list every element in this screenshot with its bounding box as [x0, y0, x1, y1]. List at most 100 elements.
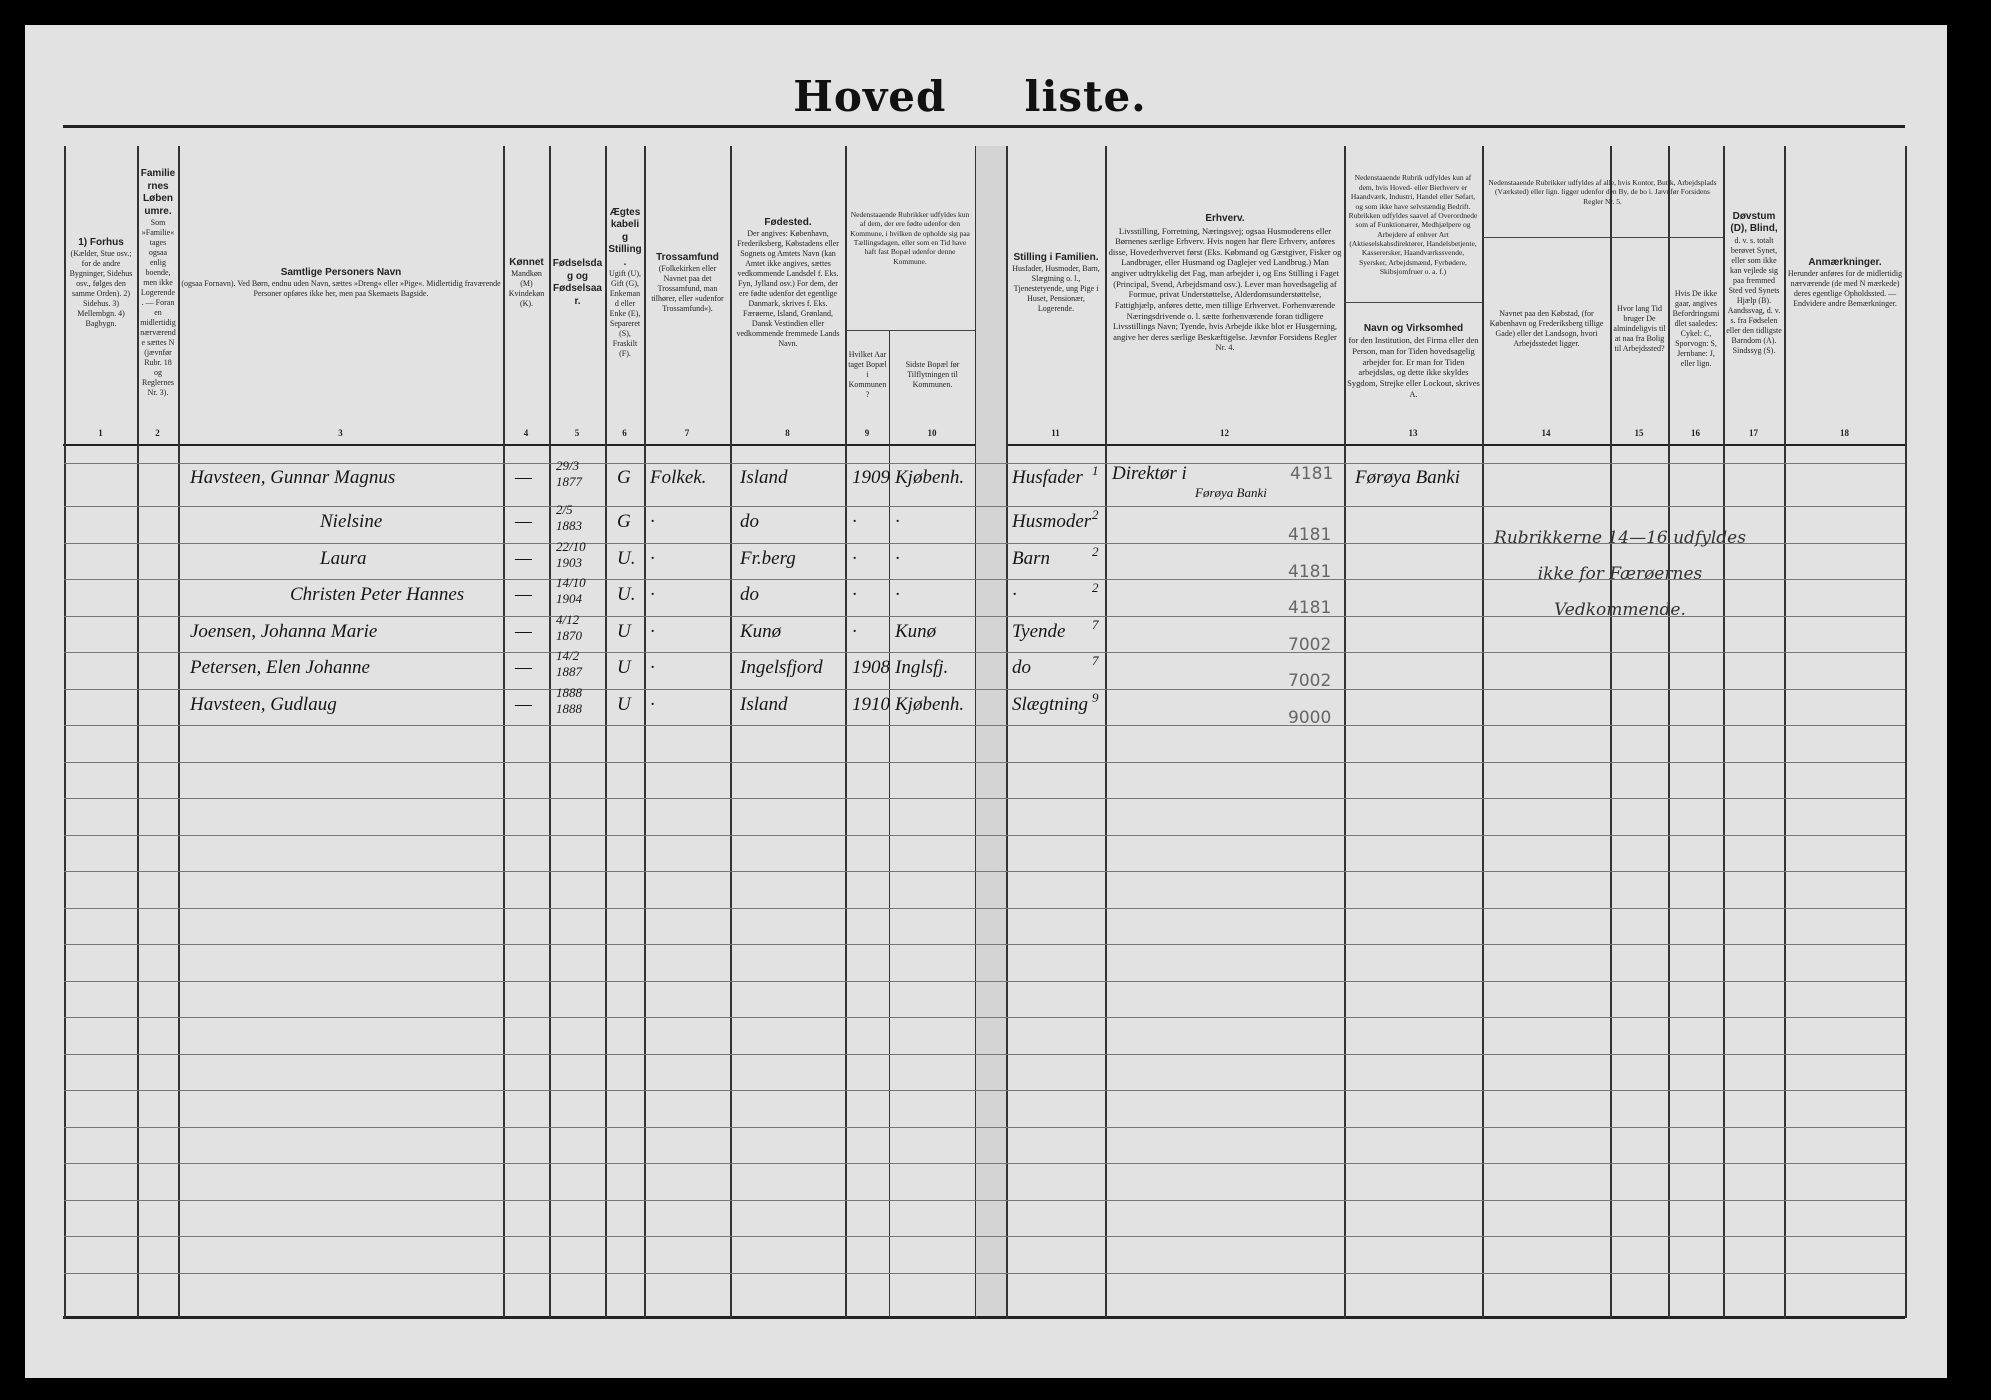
- column-number: 6: [622, 428, 627, 438]
- column-line: [1610, 146, 1612, 1318]
- entry-name: Christen Peter Hannes: [290, 584, 465, 605]
- column-header-title: Ægteskabelig Stilling.: [608, 206, 642, 268]
- row-line: [64, 542, 1905, 544]
- column-header-12: Erhverv. Livsstilling, Forretning, Næring…: [1106, 146, 1344, 420]
- entry-birthplace: do: [740, 584, 759, 605]
- entry-fam-code: 7: [1092, 616, 1099, 632]
- column-header-title: Samtlige Personers Navn: [280, 266, 402, 278]
- column-line: [1610, 237, 1611, 1318]
- entry-status: G: [617, 467, 631, 488]
- entry-fam-code: 2: [1092, 580, 1099, 595]
- entry-sex: —: [515, 547, 532, 569]
- entry-year: 1910: [852, 693, 890, 715]
- column-header-5: Fødselsdag og Fødselsaar.: [550, 146, 605, 420]
- entry-name: Petersen, Elen Johanne: [190, 657, 370, 678]
- entry-birthplace: do: [740, 511, 759, 532]
- column-number: 12: [1220, 428, 1229, 438]
- row-line: [64, 944, 1905, 945]
- column-header-instructions: Hvis De ikke gaar, angives Befordringsmi…: [1672, 288, 1720, 368]
- entry-family: Barn: [1012, 547, 1050, 569]
- row-line: [64, 615, 1905, 617]
- entry-fam-code: 1: [1092, 463, 1099, 478]
- entry-occ-code: 4181: [1288, 598, 1332, 618]
- column-number: 9: [864, 428, 870, 438]
- column-header-title: Erhverv.: [1205, 213, 1245, 224]
- column-header-16: Hvis De ikke gaar, angives Befordringsmi…: [1669, 237, 1723, 420]
- entry-sex: —: [515, 584, 532, 605]
- column-number: 13: [1408, 428, 1418, 438]
- column-number: 1: [98, 428, 103, 438]
- row-line: [64, 1236, 1905, 1237]
- entry-fam-code: 9: [1092, 689, 1099, 705]
- entry-occ-code: 4181: [1290, 464, 1334, 484]
- column-number: 8: [785, 428, 790, 438]
- entry-prior: ·: [895, 584, 900, 605]
- column-header-title: Trossamfund: [656, 251, 719, 263]
- sub-header-line: [845, 330, 975, 331]
- entry-birthplace: Island: [740, 467, 788, 488]
- entry-byear: 1904: [556, 591, 582, 606]
- entry-sex: —: [515, 467, 532, 488]
- column-header-15: Hvor lang Tid bruger De almindeligvis ti…: [1611, 237, 1668, 420]
- entry-family: Husmoder: [1012, 511, 1092, 532]
- entry-bday: 1888: [556, 684, 582, 700]
- entry-byear: 1888: [556, 700, 582, 716]
- column-line: [605, 146, 607, 1318]
- column-header-1: 1) Forhus (Kælder, Stue osv.; for de andr…: [65, 146, 137, 420]
- column-header-14: Navnet paa den Købstad, (for København o…: [1483, 237, 1610, 420]
- entry-status: U: [617, 620, 631, 642]
- column-number: 3: [338, 428, 343, 438]
- row-line: [64, 1126, 1905, 1128]
- entry-occ-code: 4181: [1288, 561, 1332, 582]
- row-line: [64, 834, 1905, 836]
- entry-name: Nielsine: [320, 511, 383, 532]
- column-header-instructions: (ogsaa Fornavn). Ved Børn, endnu uden Na…: [181, 279, 501, 299]
- handwritten-note: Rubrikkerne 14—16 udfyldes ikke for Færø…: [1494, 528, 1746, 620]
- entry-year: 1909: [852, 467, 890, 488]
- entry-prior: Inglsfj.: [895, 657, 949, 678]
- entry-prior: ·: [895, 547, 900, 569]
- entry-prior: Kjøbenh.: [895, 467, 965, 488]
- entry-faith: ·: [650, 511, 655, 532]
- column-line: [137, 146, 139, 1318]
- sub-header-line: [1344, 302, 1482, 303]
- column-header-title: Familiernes Løbenumre.: [140, 168, 176, 217]
- entry-status: U: [617, 693, 631, 715]
- entry-family: Husfader: [1012, 467, 1083, 488]
- column-header-instructions: Hvilket Aar taget Bopæl i Kommunen?: [848, 350, 887, 399]
- row-line: [64, 1090, 1905, 1091]
- column-number: 2: [155, 428, 160, 438]
- entry-fam-code: 2: [1092, 507, 1099, 522]
- entry-occupation2: Førøya Banki: [1195, 485, 1267, 500]
- entry-bday: 14/10: [556, 575, 586, 590]
- column-header-title: Anmærkninger.: [1808, 256, 1882, 268]
- column-number: 10: [927, 428, 937, 438]
- entry-faith: ·: [650, 693, 655, 715]
- entry-byear: 1903: [556, 554, 582, 570]
- entry-status: U: [617, 657, 631, 678]
- column-header-instructions: Navnet paa den Købstad, (for København o…: [1489, 308, 1604, 348]
- entry-prior: Kjøbenh.: [895, 693, 965, 715]
- row-line: [64, 761, 1905, 763]
- column-line: [1105, 146, 1107, 1318]
- entry-name: Joensen, Johanna Marie: [190, 620, 378, 642]
- column-header-13: Navn og Virksomhed for den Institution, d…: [1345, 302, 1482, 420]
- column-line: [889, 330, 890, 1318]
- entry-prior: ·: [895, 511, 900, 532]
- column-line: [730, 146, 732, 1318]
- entry-family: ·: [1012, 584, 1017, 605]
- column-line: [64, 146, 66, 1318]
- row-line: [64, 907, 1905, 909]
- entry-faith: ·: [650, 547, 655, 569]
- entry-birthplace: Ingelsfjord: [740, 657, 823, 678]
- column-number: 7: [684, 428, 690, 438]
- entry-bday: 4/12: [556, 611, 580, 627]
- entry-birthplace: Island: [740, 693, 788, 715]
- column-header-instructions: for den Institution, det Firma eller den…: [1347, 335, 1480, 399]
- column-header-instructions: d. v. s. totalt berøvet Synet, eller som…: [1726, 235, 1782, 355]
- column-header-2: Familiernes Løbenumre. Som »Familie« tage…: [138, 146, 178, 420]
- column-header-17: Døvstum (D), Blind, d. v. s. totalt berøv…: [1724, 146, 1784, 420]
- row-line: [64, 1199, 1905, 1201]
- column-line: [1668, 146, 1670, 1318]
- column-header-instructions: Husfader, Husmoder, Barn, Slægtning o. l…: [1012, 264, 1100, 314]
